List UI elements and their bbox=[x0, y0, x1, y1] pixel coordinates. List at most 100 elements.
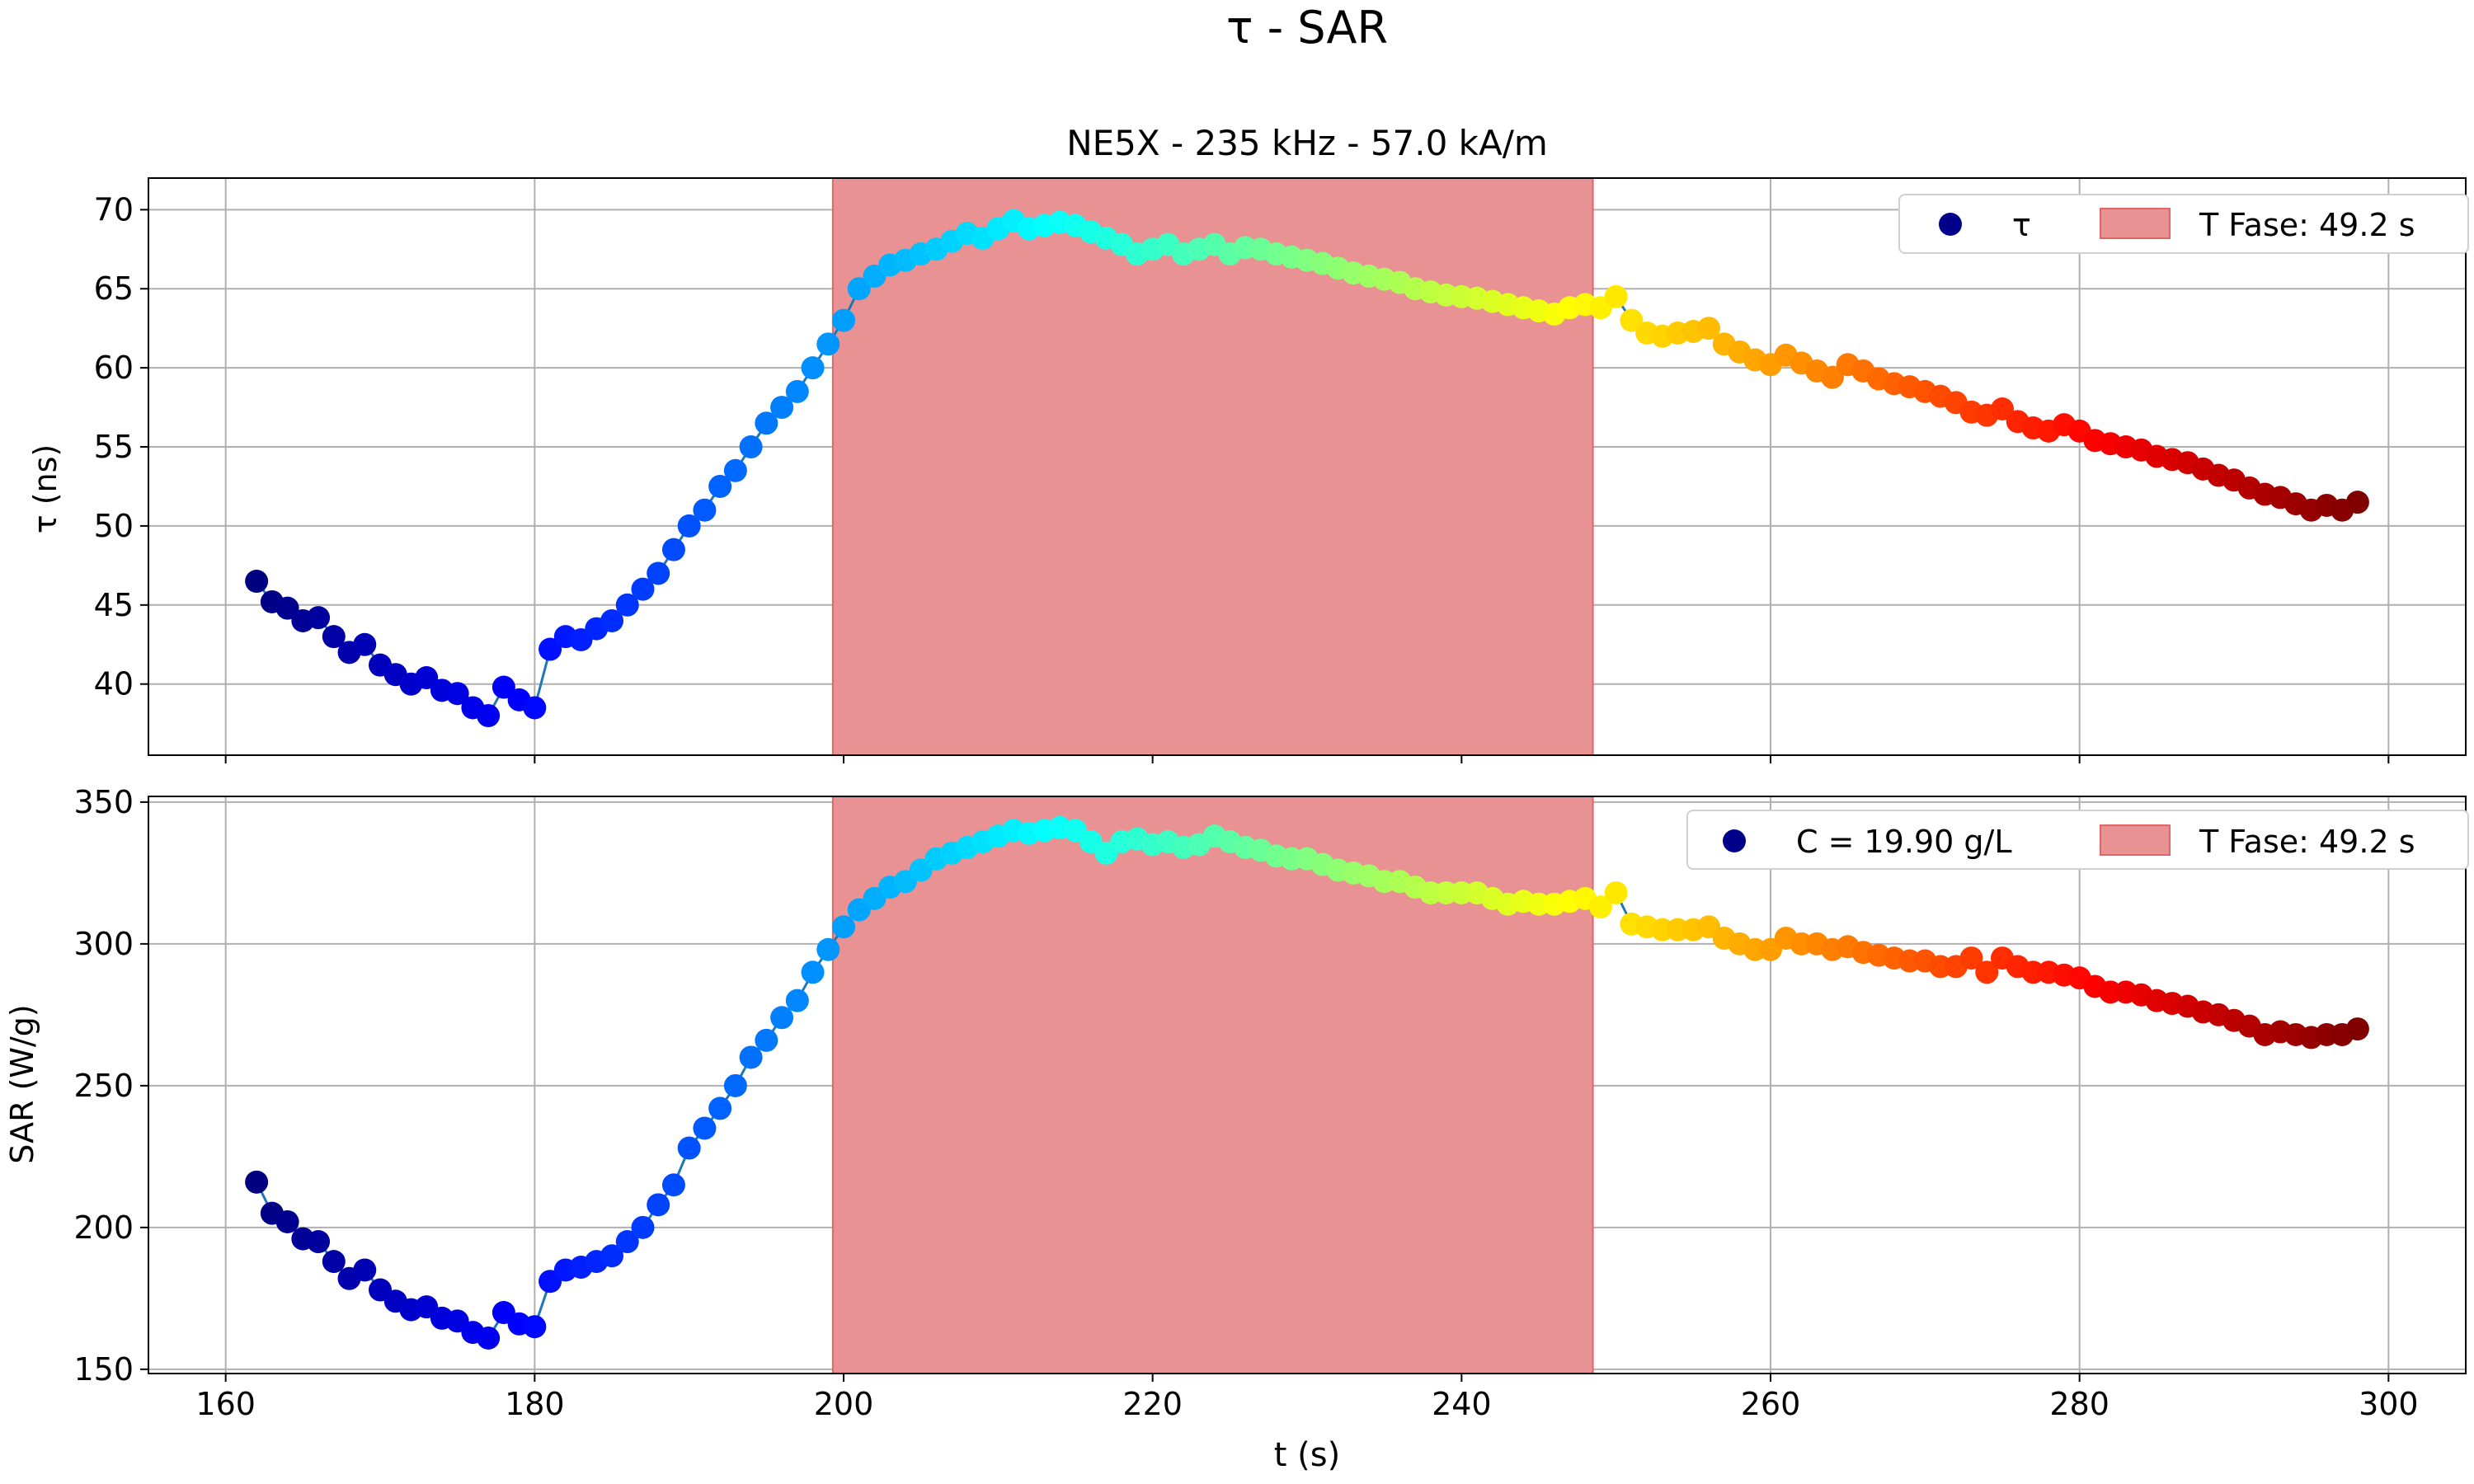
tau-y-tick-label: 65 bbox=[94, 270, 134, 307]
tau-data-point bbox=[1604, 284, 1628, 308]
sar-data-point bbox=[1975, 960, 1999, 984]
sar-y-tick-label: 300 bbox=[73, 926, 134, 962]
sar-x-tick-label: 200 bbox=[814, 1386, 874, 1422]
tau-legend-box bbox=[1898, 194, 2469, 254]
tau-y-tick-label: 45 bbox=[94, 587, 134, 623]
sar-y-ticks: 150 200 250 300 350 bbox=[73, 784, 148, 1388]
tau-data-point bbox=[2345, 491, 2369, 514]
sar-y-tick-label: 250 bbox=[73, 1068, 134, 1104]
tau-data-point bbox=[785, 379, 809, 403]
sar-legend-span-label: T Fase: 49.2 s bbox=[2199, 824, 2415, 860]
tau-data-point bbox=[445, 682, 469, 706]
sar-y-axis-label: SAR (W/g) bbox=[4, 1004, 40, 1163]
sar-data-point bbox=[816, 937, 840, 961]
tau-y-tick-label: 50 bbox=[94, 508, 134, 544]
tau-data-point bbox=[708, 474, 732, 498]
tau-data-point bbox=[832, 308, 855, 332]
sar-x-tick-label: 160 bbox=[195, 1386, 256, 1422]
sar-data-point bbox=[832, 915, 855, 939]
sar-x-tick-label: 300 bbox=[2359, 1386, 2419, 1422]
tau-data-point bbox=[1620, 308, 1644, 332]
sar-data-point bbox=[755, 1028, 778, 1052]
tau-data-point bbox=[477, 704, 501, 728]
tau-data-point bbox=[307, 606, 331, 630]
x-axis-label: t (s) bbox=[1274, 1436, 1340, 1474]
sar-data-point bbox=[631, 1215, 655, 1239]
sar-legend: C = 19.90 g/L T Fase: 49.2 s bbox=[1686, 810, 2469, 870]
tau-data-point bbox=[801, 356, 825, 380]
tau-data-point bbox=[275, 596, 299, 620]
sar-data-point bbox=[1604, 881, 1628, 904]
sar-data-point bbox=[307, 1230, 331, 1254]
sar-data-point bbox=[477, 1327, 501, 1350]
tau-data-point bbox=[539, 637, 562, 661]
tau-x-ticks bbox=[224, 755, 2390, 763]
tau-data-point bbox=[353, 632, 377, 656]
sar-data-point bbox=[245, 1170, 269, 1194]
sar-data-point bbox=[708, 1097, 732, 1120]
tau-legend-label: τ bbox=[2012, 207, 2031, 243]
sar-legend-label: C = 19.90 g/L bbox=[1796, 824, 2012, 860]
tau-data-point bbox=[1697, 317, 1721, 340]
sar-legend-box bbox=[1686, 810, 2469, 870]
tau-phase-span bbox=[831, 177, 1594, 756]
tau-data-point bbox=[755, 411, 778, 435]
tau-y-tick-label: 55 bbox=[94, 429, 134, 465]
tau-data-point bbox=[1820, 365, 1844, 389]
sar-data-point bbox=[2345, 1017, 2369, 1041]
sar-legend-marker bbox=[1723, 829, 1746, 852]
tau-y-ticks: 40 45 50 55 60 65 70 bbox=[94, 191, 148, 702]
sar-data-point bbox=[723, 1073, 747, 1097]
sar-points bbox=[245, 815, 2369, 1350]
sar-x-tick-label: 220 bbox=[1122, 1386, 1183, 1422]
sar-data-point bbox=[661, 1173, 685, 1197]
sar-data-point bbox=[353, 1258, 377, 1282]
tau-data-point bbox=[770, 396, 794, 420]
sar-y-tick-label: 350 bbox=[73, 784, 134, 820]
sar-data-point bbox=[1959, 946, 1983, 970]
tau-data-point bbox=[415, 666, 439, 690]
sar-data-point bbox=[322, 1250, 346, 1274]
tau-y-axis-label: τ (ns) bbox=[27, 444, 63, 534]
tau-data-point bbox=[615, 593, 639, 617]
tau-data-point bbox=[647, 561, 670, 585]
sar-data-point bbox=[739, 1045, 763, 1069]
tau-legend-span-label: T Fase: 49.2 s bbox=[2199, 207, 2415, 243]
tau-y-tick-label: 60 bbox=[94, 350, 134, 386]
tau-data-point bbox=[523, 696, 547, 720]
sar-data-point bbox=[785, 989, 809, 1012]
tau-data-point bbox=[816, 332, 840, 356]
sar-x-tick-label: 260 bbox=[1741, 1386, 1801, 1422]
tau-panel: NE5X - 235 kHz - 57.0 kA/m 40 45 50 55 60 65 7… bbox=[27, 123, 2469, 763]
tau-data-point bbox=[245, 570, 269, 594]
sar-data-point bbox=[770, 1006, 794, 1030]
tau-frame bbox=[148, 177, 2467, 756]
sar-legend-patch bbox=[2100, 824, 2171, 856]
sar-x-ticks: 160 180 200 220 240 260 280 300 bbox=[195, 1374, 2419, 1422]
figure-suptitle: τ - SAR bbox=[1226, 2, 1388, 54]
sar-x-tick-label: 240 bbox=[1432, 1386, 1492, 1422]
tau-data-point bbox=[677, 514, 701, 538]
tau-y-tick-label: 40 bbox=[94, 666, 134, 702]
tau-panel-title: NE5X - 235 kHz - 57.0 kA/m bbox=[1066, 123, 1548, 163]
sar-data-point bbox=[677, 1136, 701, 1160]
sar-panel: 160 180 200 220 240 260 280 300 150 200 250 300 350… bbox=[4, 784, 2469, 1474]
tau-data-point bbox=[739, 435, 763, 459]
tau-points bbox=[245, 209, 2369, 728]
tau-y-tick-label: 70 bbox=[94, 191, 134, 228]
sar-y-tick-label: 200 bbox=[73, 1209, 134, 1246]
tau-data-point bbox=[631, 577, 655, 601]
sar-data-point bbox=[523, 1315, 547, 1339]
tau-legend-marker bbox=[1939, 213, 1962, 236]
tau-data-point bbox=[847, 277, 871, 301]
tau-data-point bbox=[693, 498, 717, 522]
tau-data-point bbox=[600, 608, 623, 632]
sar-x-tick-label: 280 bbox=[2049, 1386, 2109, 1422]
sar-y-tick-label: 150 bbox=[73, 1351, 134, 1388]
tau-data-point bbox=[322, 625, 346, 649]
tau-data-point bbox=[1991, 397, 2014, 420]
tau-legend: τ T Fase: 49.2 s bbox=[1898, 194, 2469, 254]
sar-data-point bbox=[1588, 895, 1612, 919]
tau-data-point bbox=[723, 458, 747, 482]
